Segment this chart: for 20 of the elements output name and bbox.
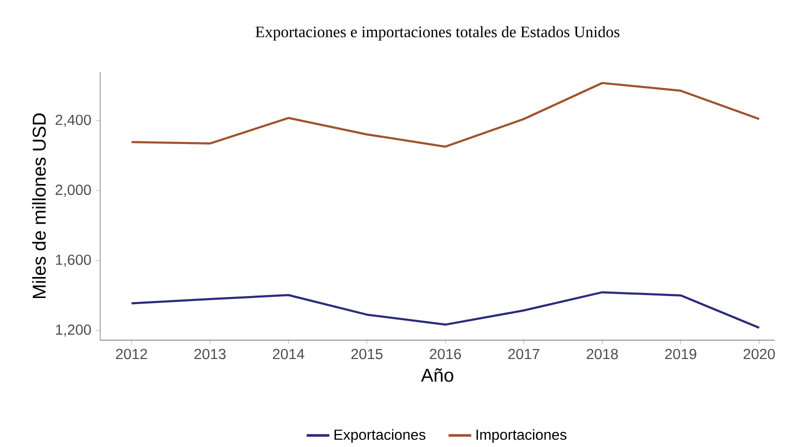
x-tick-label: 2014 — [272, 348, 304, 360]
y-tick-label: 2,000 — [56, 184, 91, 197]
x-tick-label: 2019 — [665, 348, 696, 360]
line-series — [130, 82, 760, 148]
x-tick-label: 2018 — [586, 348, 618, 360]
line-series — [130, 291, 760, 329]
x-tick-label: 2012 — [116, 348, 148, 360]
x-tick-label: 2017 — [508, 348, 540, 360]
legend-label: Exportaciones — [334, 429, 426, 443]
chart-title: Exportaciones e importaciones totales de Estados Unidos — [256, 26, 620, 40]
legend-label: Importaciones — [476, 429, 566, 443]
x-axis-title: Año — [421, 368, 454, 382]
x-tick-label: 2016 — [430, 348, 461, 360]
y-tick-label: 2,400 — [56, 114, 91, 127]
x-tick-label: 2020 — [744, 348, 775, 360]
y-axis-title: Miles de millones USD — [32, 113, 46, 298]
x-tick-label: 2013 — [194, 348, 226, 360]
y-tick-label: 1,600 — [56, 254, 91, 267]
x-tick-label: 2015 — [351, 348, 383, 360]
y-tick-label: 1,200 — [56, 324, 91, 337]
